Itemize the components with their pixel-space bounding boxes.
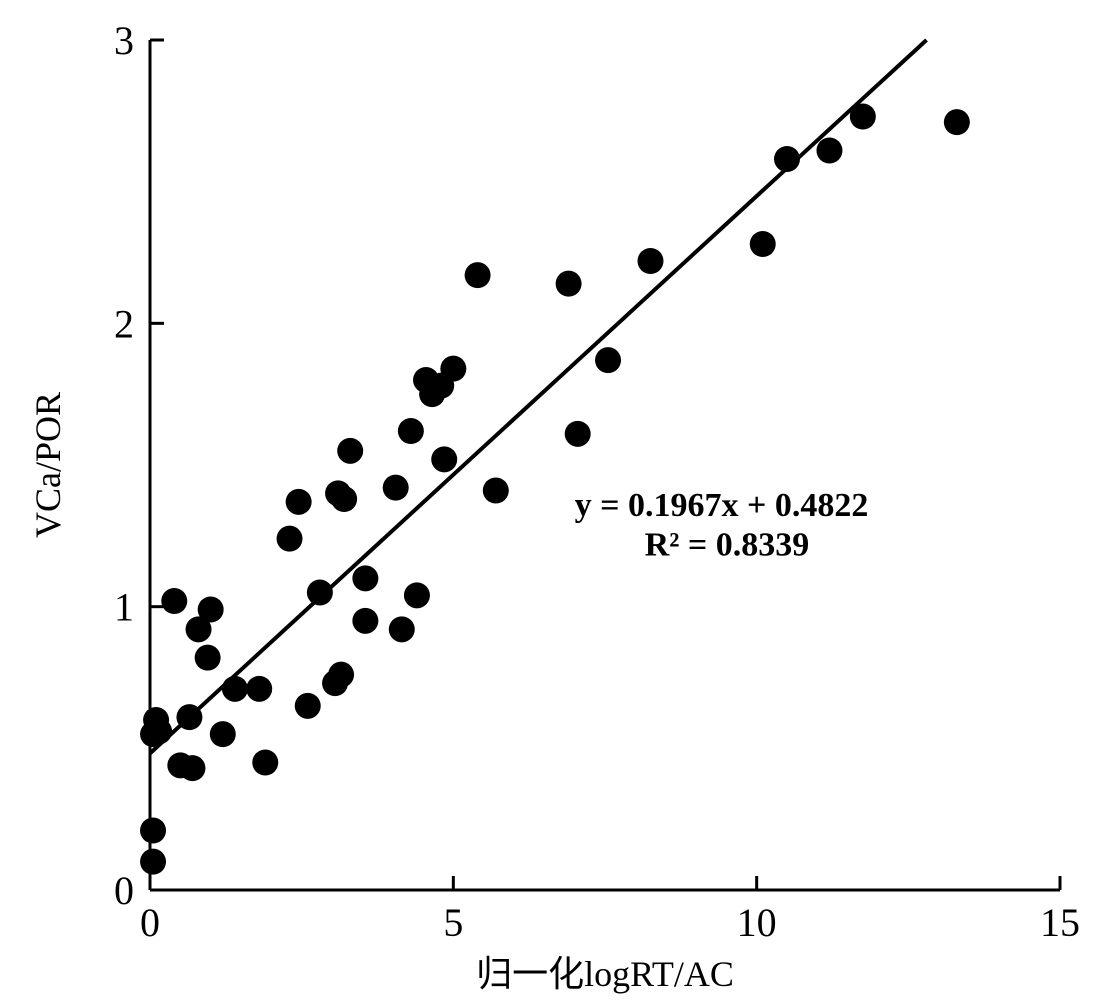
scatter-point bbox=[404, 582, 430, 608]
y-axis-title: VCa/POR bbox=[28, 392, 68, 538]
scatter-point bbox=[146, 718, 172, 744]
scatter-point bbox=[176, 704, 202, 730]
x-axis-title: 归一化logRT/AC bbox=[476, 954, 734, 994]
scatter-point bbox=[210, 721, 236, 747]
x-tick-label: 10 bbox=[737, 900, 777, 945]
scatter-point bbox=[389, 616, 415, 642]
r-squared-label: R² = 0.8339 bbox=[645, 527, 810, 564]
scatter-point bbox=[565, 421, 591, 447]
scatter-point bbox=[774, 146, 800, 172]
x-tick-label: 5 bbox=[443, 900, 463, 945]
scatter-point bbox=[352, 608, 378, 634]
scatter-point bbox=[398, 418, 424, 444]
regression-line bbox=[150, 40, 927, 753]
scatter-point bbox=[295, 693, 321, 719]
y-tick-label: 3 bbox=[114, 18, 134, 63]
scatter-point bbox=[556, 271, 582, 297]
scatter-point bbox=[483, 478, 509, 504]
scatter-point bbox=[195, 645, 221, 671]
scatter-point bbox=[140, 818, 166, 844]
scatter-point bbox=[198, 597, 224, 623]
scatter-point bbox=[277, 526, 303, 552]
scatter-point bbox=[465, 262, 491, 288]
scatter-point bbox=[337, 438, 363, 464]
scatter-point bbox=[638, 248, 664, 274]
scatter-point bbox=[750, 231, 776, 257]
scatter-point bbox=[307, 580, 333, 606]
scatter-point bbox=[850, 104, 876, 130]
scatter-point bbox=[246, 676, 272, 702]
scatter-chart: 0 5 10 15 归一化logRT/AC 0 1 2 3 VCa/POR y = 0.1967x … bbox=[0, 0, 1114, 1005]
scatter-point bbox=[331, 486, 357, 512]
scatter-point bbox=[440, 356, 466, 382]
scatter-point bbox=[431, 446, 457, 472]
scatter-point bbox=[161, 588, 187, 614]
y-tick-label: 0 bbox=[114, 868, 134, 913]
equation-label: y = 0.1967x + 0.4822 bbox=[575, 487, 869, 524]
scatter-point bbox=[595, 347, 621, 373]
scatter-point bbox=[328, 662, 354, 688]
y-tick-label: 2 bbox=[114, 301, 134, 346]
y-tick-label: 1 bbox=[114, 585, 134, 630]
scatter-point bbox=[944, 109, 970, 135]
scatter-point bbox=[179, 755, 205, 781]
chart-svg: 0 5 10 15 归一化logRT/AC 0 1 2 3 VCa/POR y = 0.1967x … bbox=[0, 0, 1114, 1005]
x-tick-label: 0 bbox=[140, 900, 160, 945]
scatter-point bbox=[252, 750, 278, 776]
scatter-point bbox=[286, 489, 312, 515]
scatter-point bbox=[222, 676, 248, 702]
scatter-point bbox=[140, 849, 166, 875]
x-tick-label: 15 bbox=[1040, 900, 1080, 945]
scatter-point bbox=[352, 565, 378, 591]
scatter-point bbox=[816, 138, 842, 164]
scatter-point bbox=[383, 475, 409, 501]
